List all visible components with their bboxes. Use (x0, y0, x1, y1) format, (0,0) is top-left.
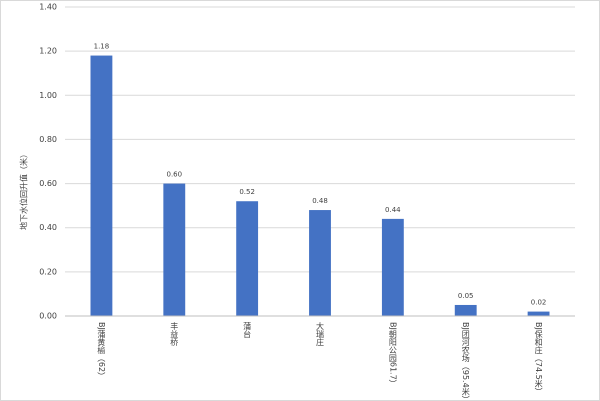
x-tick-label: 大瑞庄 (316, 321, 325, 347)
data-label: 0.60 (166, 171, 182, 179)
y-tick-label: 1.00 (39, 91, 57, 100)
bar (381, 218, 404, 316)
y-tick-label: 1.20 (39, 47, 57, 56)
data-label: 0.52 (239, 188, 255, 196)
y-tick-label: 0.20 (39, 267, 57, 276)
data-label: 1.18 (94, 43, 110, 51)
data-label: 0.44 (385, 206, 401, 214)
data-label: 0.05 (458, 292, 474, 300)
x-tick-label: BJ朝阳公园61.7） (388, 322, 397, 388)
bar (90, 55, 113, 317)
x-tick-label: 丰益桥 (170, 321, 179, 347)
y-axis-label: 地下水位回升值（米） (19, 150, 29, 230)
x-tick-label: BJ团河农场（95.4米） (461, 322, 470, 401)
x-tick-label: 蒲台 (243, 321, 252, 339)
y-tick-label: 0.60 (39, 179, 57, 188)
y-tick-label: 1.40 (39, 3, 57, 12)
bar (527, 311, 550, 316)
bar (236, 201, 259, 316)
data-label: 0.02 (531, 299, 547, 307)
bar (163, 183, 186, 316)
y-tick-label: 0.80 (39, 135, 57, 144)
bar (454, 304, 477, 316)
y-tick-label: 0.40 (39, 223, 57, 232)
x-tick-label: BJ蒲黄榆（62） (97, 322, 106, 380)
x-tick-label: BJ保和庄（74.5米） (534, 322, 543, 396)
y-tick-label: 0.00 (39, 312, 57, 321)
data-label: 0.48 (312, 197, 328, 205)
bar (309, 210, 331, 316)
